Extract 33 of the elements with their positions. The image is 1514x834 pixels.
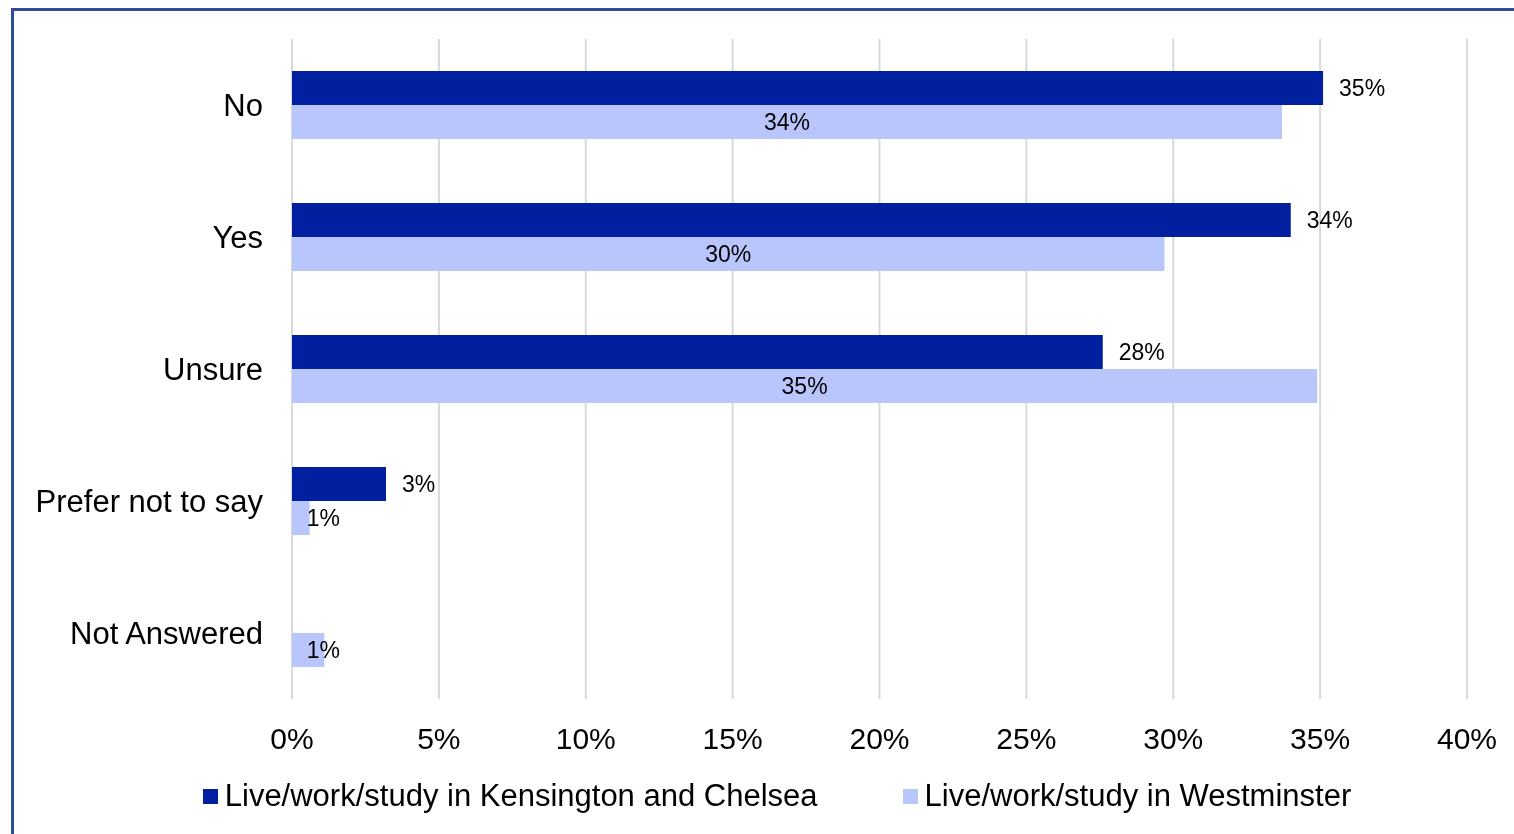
y-tick-label: No [223,87,263,123]
y-tick-label: Yes [212,219,263,255]
data-label: 34% [1306,207,1353,233]
data-label: 35% [781,373,828,399]
bar [292,369,1318,403]
data-label: 35% [1339,75,1386,101]
x-tick-label: 0% [270,721,314,755]
y-tick-label: Unsure [163,351,263,387]
x-tick-label: 15% [702,721,763,755]
x-tick-label: 20% [849,721,910,755]
data-label: 34% [763,109,810,135]
x-tick-label: 30% [1143,721,1204,755]
y-tick-label: Prefer not to say [35,483,264,519]
bar [292,467,386,501]
x-tick-label: 10% [555,721,616,755]
bar [292,335,1103,369]
x-tick-label: 5% [417,721,461,755]
bar [292,203,1291,237]
data-label: 30% [705,241,752,267]
data-label: 28% [1118,339,1165,365]
legend-label: Live/work/study in Westminster [924,778,1352,814]
y-tick-label: Not Answered [70,615,263,651]
bar [292,237,1165,271]
x-tick-label: 40% [1436,721,1498,755]
x-tick-label: 25% [996,721,1057,755]
bar [292,71,1324,105]
legend-label: Live/work/study in Kensington and Chelsea [224,778,818,814]
data-label: 1% [306,637,340,663]
data-label: 1% [306,505,340,531]
x-tick-label: 35% [1290,721,1351,755]
bar [292,501,310,535]
bar [292,105,1282,139]
data-label: 3% [402,471,436,497]
